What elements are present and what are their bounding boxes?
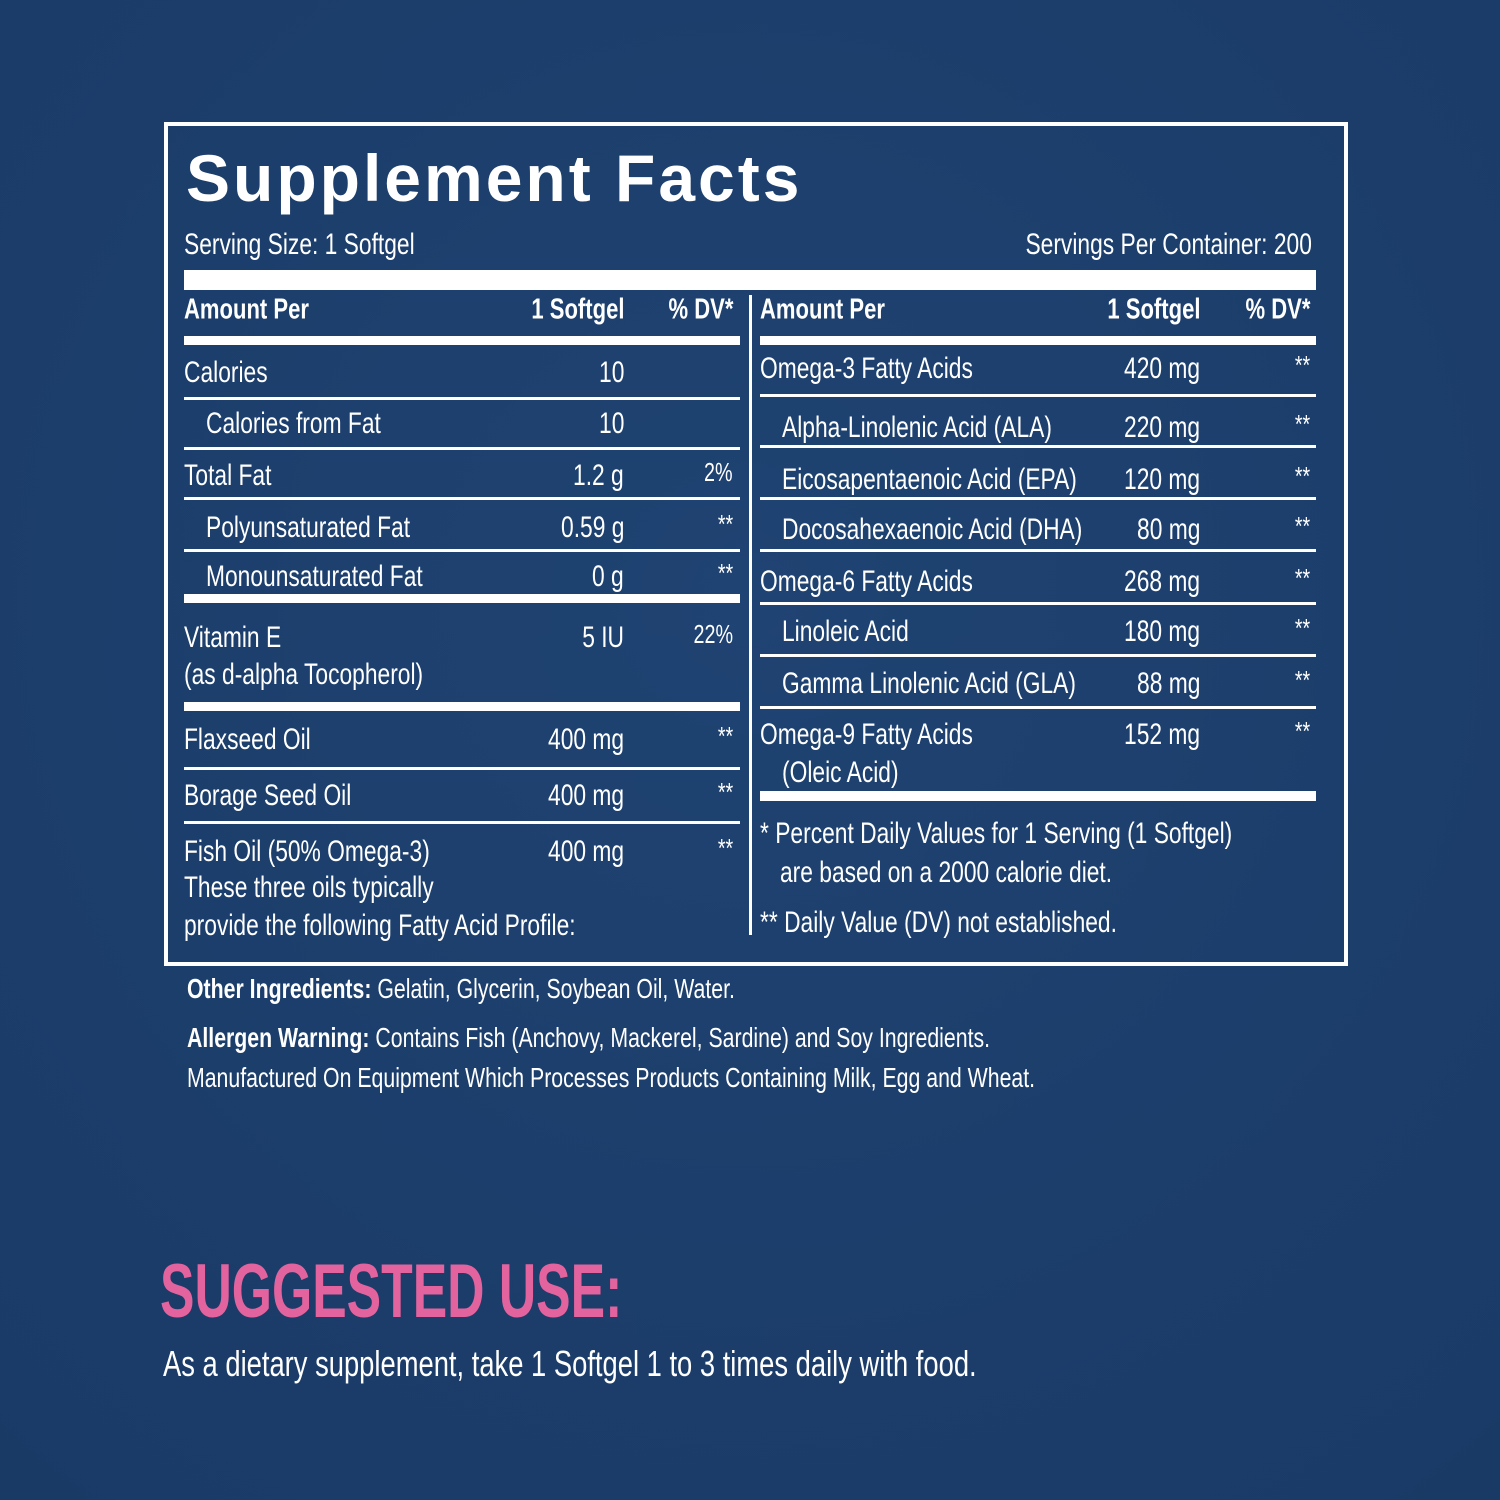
text: Contains Fish (Anchovy, Mackerel, Sardin… [375,1022,991,1053]
nutrient-amount: 220 mg [1123,411,1200,444]
nutrient-name: Borage Seed Oil [184,779,352,812]
nutrient-amount: 400 mg [547,835,624,868]
nutrient-amount: 80 mg [1136,513,1200,546]
rule [184,497,740,500]
nutrient-name: Calories [184,356,268,389]
nutrient-name: Flaxseed Oil [184,723,311,756]
rule [184,767,740,770]
daily-value: ** [1294,563,1310,593]
rule [760,602,1316,605]
nutrient-name: Omega-3 Fatty Acids [760,352,973,385]
rule [184,821,740,824]
nutrient-name: Docosahexaenoic Acid (DHA) [782,513,1083,546]
nutrient-name: Gamma Linolenic Acid (GLA) [782,667,1076,700]
footnote: are based on a 2000 calorie diet. [780,856,1113,889]
rule [760,549,1316,552]
rule [760,706,1316,709]
rule [184,336,740,345]
nutrient-amount: 400 mg [547,723,624,756]
rule [184,447,740,450]
suggested-use-text: As a dietary supplement, take 1 Softgel … [163,1343,977,1384]
daily-value: ** [717,833,733,863]
ingredient-line: Allergen Warning: Contains Fish (Anchovy… [187,1024,990,1052]
rule [184,549,740,552]
footnote: ** Daily Value (DV) not established. [760,906,1117,939]
nutrient-amount: 5 IU [582,621,624,654]
nutrient-name: Omega-9 Fatty Acids [760,718,973,751]
nutrient-name: Alpha-Linolenic Acid (ALA) [782,411,1052,444]
column-header: Amount Per [760,293,885,326]
nutrient-name: Linoleic Acid [782,615,909,648]
nutrient-amount: 10 [598,407,624,440]
servings-per-container: Servings Per Container: 200 [1025,228,1312,261]
rule [760,445,1316,448]
nutrient-note: (Oleic Acid) [782,756,899,789]
nutrient-amount: 400 mg [547,779,624,812]
daily-value: ** [1294,665,1310,695]
section-heading: SUGGESTED USE: [160,1249,623,1334]
facts-panel [164,122,1348,966]
column-header: % DV* [1245,293,1310,326]
nutrient-name: Total Fat [184,459,272,492]
rule [184,594,740,603]
nutrient-name: Polyunsaturated Fat [206,511,411,544]
serving-size: Serving Size: 1 Softgel [184,228,415,261]
daily-value: ** [717,509,733,539]
nutrient-amount: 0.59 g [560,511,624,544]
column-header: Amount Per [184,293,309,326]
nutrient-note: provide the following Fatty Acid Profile… [184,909,576,942]
facts-title: Supplement Facts [186,141,803,215]
rule [760,394,1316,397]
nutrient-name: Vitamin E [184,621,282,654]
allergen-text: Manufactured On Equipment Which Processe… [187,1062,1036,1093]
nutrient-name: Omega-6 Fatty Acids [760,565,973,598]
daily-value: 22% [693,619,733,649]
daily-value: ** [1294,350,1310,380]
nutrient-name: Calories from Fat [206,407,381,440]
daily-value: ** [1294,511,1310,541]
nutrient-amount: 120 mg [1123,463,1200,496]
daily-value: 2% [704,457,733,487]
daily-value: ** [1294,716,1310,746]
rule [184,702,740,711]
daily-value: ** [717,558,733,588]
column-header: 1 Softgel [1106,293,1200,326]
nutrient-amount: 88 mg [1136,667,1200,700]
thick-rule [184,270,1316,290]
column-header: 1 Softgel [530,293,624,326]
rule [760,791,1316,801]
label: Other Ingredients: [187,973,372,1004]
nutrient-name: Eicosapentaenoic Acid (EPA) [782,463,1077,496]
nutrient-amount: 10 [598,356,624,389]
nutrient-amount: 152 mg [1123,718,1200,751]
column-header: % DV* [668,293,733,326]
label: Allergen Warning: [187,1022,370,1053]
daily-value: ** [1294,613,1310,643]
nutrient-amount: 420 mg [1123,352,1200,385]
nutrient-name: Fish Oil (50% Omega-3) [184,835,430,868]
daily-value: ** [1294,409,1310,439]
nutrient-name: Monounsaturated Fat [206,560,423,593]
column-divider [749,295,752,935]
text: Gelatin, Glycerin, Soybean Oil, Water. [377,973,735,1004]
nutrient-amount: 0 g [592,560,624,593]
ingredient-line: Other Ingredients: Gelatin, Glycerin, So… [187,975,735,1003]
nutrient-note: These three oils typically [184,871,434,904]
daily-value: ** [717,777,733,807]
rule [184,397,740,400]
nutrient-amount: 180 mg [1123,615,1200,648]
daily-value: ** [717,721,733,751]
rule [760,654,1316,657]
rule [760,336,1316,345]
footnote: * Percent Daily Values for 1 Serving (1 … [760,817,1233,850]
nutrient-amount: 1.2 g [573,459,624,492]
daily-value: ** [1294,461,1310,491]
nutrient-amount: 268 mg [1123,565,1200,598]
rule [760,497,1316,500]
nutrient-note: (as d-alpha Tocopherol) [184,658,424,691]
